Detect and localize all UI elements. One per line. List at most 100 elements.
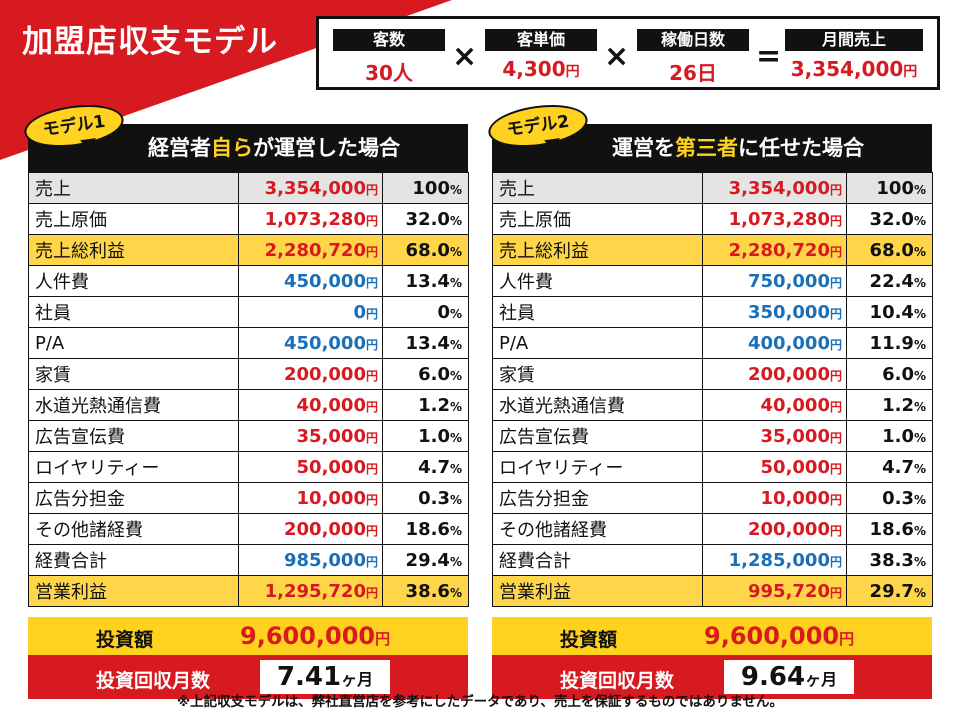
table-row: 社員 0円 0% (28, 296, 469, 328)
table-row: 売上総利益 2,280,720円 68.0% (492, 234, 933, 266)
row-percent: 32.0% (382, 203, 469, 235)
row-amount: 1,073,280円 (238, 203, 383, 235)
row-label: 水道光熱通信費 (28, 389, 239, 421)
payback-value: 7.41ヶ月 (260, 660, 390, 694)
row-amount: 750,000円 (702, 265, 847, 297)
formula-value: 3,354,000円 (790, 57, 918, 81)
row-percent: 29.4% (382, 544, 469, 576)
row-amount: 200,000円 (702, 358, 847, 390)
row-amount: 350,000円 (702, 296, 847, 328)
row-percent: 6.0% (846, 358, 933, 390)
investment-value: 9,600,000円 (704, 622, 855, 650)
payback-row: 投資回収月数 9.64ヶ月 (492, 655, 932, 699)
table-row: 経費合計 985,000円 29.4% (28, 544, 469, 576)
income-statement-table: 売上 3,354,000円 100% 売上原価 1,073,280円 32.0%… (28, 172, 469, 607)
table-row: 広告宣伝費 35,000円 1.0% (28, 420, 469, 452)
table-row: ロイヤリティー 50,000円 4.7% (492, 451, 933, 483)
formula-value: 26日 (669, 61, 717, 85)
page-title: 加盟店収支モデル (22, 24, 278, 60)
row-percent: 1.2% (846, 389, 933, 421)
row-label: 社員 (492, 296, 703, 328)
row-percent: 1.0% (382, 420, 469, 452)
row-label: 人件費 (492, 265, 703, 297)
income-statement-table: 売上 3,354,000円 100% 売上原価 1,073,280円 32.0%… (492, 172, 933, 607)
table-row: 売上総利益 2,280,720円 68.0% (28, 234, 469, 266)
investment-label: 投資額 (96, 629, 154, 651)
investment-row: 投資額 9,600,000円 (28, 617, 468, 655)
row-amount: 0円 (238, 296, 383, 328)
investment-row: 投資額 9,600,000円 (492, 617, 932, 655)
row-percent: 6.0% (382, 358, 469, 390)
formula-label: 稼働日数 (637, 29, 749, 51)
row-label: 経費合計 (492, 544, 703, 576)
investment-value: 9,600,000円 (240, 622, 391, 650)
model-panel-2: 運営を第三者に任せた場合 モデル2 売上 3,354,000円 100% 売上原… (485, 99, 933, 699)
row-label: 広告分担金 (492, 482, 703, 514)
row-amount: 985,000円 (238, 544, 383, 576)
row-percent: 100% (846, 172, 933, 204)
table-row: 売上原価 1,073,280円 32.0% (492, 203, 933, 235)
row-label: 人件費 (28, 265, 239, 297)
formula-label: 客数 (333, 29, 445, 51)
row-amount: 450,000円 (238, 265, 383, 297)
table-row: 社員 350,000円 10.4% (492, 296, 933, 328)
row-amount: 1,295,720円 (238, 575, 383, 607)
row-percent: 29.7% (846, 575, 933, 607)
row-amount: 10,000円 (238, 482, 383, 514)
formula-value: 4,300円 (502, 57, 580, 81)
formula-unit-price: 客単価 4,300円 (485, 29, 597, 81)
row-percent: 4.7% (382, 451, 469, 483)
model-panel-1: 経営者自らが運営した場合 モデル1 売上 3,354,000円 100% 売上原… (21, 99, 469, 699)
row-label: 広告宣伝費 (28, 420, 239, 452)
row-percent: 0% (382, 296, 469, 328)
row-percent: 68.0% (846, 234, 933, 266)
row-label: P/A (28, 327, 239, 359)
row-amount: 50,000円 (702, 451, 847, 483)
row-label: 売上総利益 (28, 234, 239, 266)
table-row: P/A 400,000円 11.9% (492, 327, 933, 359)
row-label: 営業利益 (492, 575, 703, 607)
table-row: 水道光熱通信費 40,000円 1.2% (28, 389, 469, 421)
row-label: その他諸経費 (28, 513, 239, 545)
row-amount: 1,285,000円 (702, 544, 847, 576)
table-row: 経費合計 1,285,000円 38.3% (492, 544, 933, 576)
row-percent: 4.7% (846, 451, 933, 483)
disclaimer-note: ※上記収支モデルは、弊社直営店を参考にしたデータであり、売上を保証するものではあ… (176, 694, 784, 710)
row-label: 売上 (492, 172, 703, 204)
table-row: 広告分担金 10,000円 0.3% (28, 482, 469, 514)
row-label: P/A (492, 327, 703, 359)
payback-value: 9.64ヶ月 (724, 660, 854, 694)
row-amount: 50,000円 (238, 451, 383, 483)
formula-customers: 客数 30人 (333, 29, 445, 86)
row-percent: 38.6% (382, 575, 469, 607)
row-percent: 22.4% (846, 265, 933, 297)
table-row: 水道光熱通信費 40,000円 1.2% (492, 389, 933, 421)
row-label: 家賃 (492, 358, 703, 390)
row-label: 売上 (28, 172, 239, 204)
row-label: 売上原価 (492, 203, 703, 235)
formula-label: 月間売上 (785, 29, 923, 51)
row-percent: 13.4% (382, 265, 469, 297)
row-percent: 0.3% (382, 482, 469, 514)
row-percent: 1.2% (382, 389, 469, 421)
row-percent: 0.3% (846, 482, 933, 514)
row-amount: 2,280,720円 (702, 234, 847, 266)
table-row: その他諸経費 200,000円 18.6% (492, 513, 933, 545)
row-amount: 400,000円 (702, 327, 847, 359)
row-percent: 32.0% (846, 203, 933, 235)
table-row: 家賃 200,000円 6.0% (492, 358, 933, 390)
table-row: 売上 3,354,000円 100% (28, 172, 469, 204)
row-percent: 1.0% (846, 420, 933, 452)
row-label: ロイヤリティー (492, 451, 703, 483)
equals-operator: = (756, 39, 782, 74)
table-row: 人件費 450,000円 13.4% (28, 265, 469, 297)
row-percent: 11.9% (846, 327, 933, 359)
row-label: 広告宣伝費 (492, 420, 703, 452)
row-label: 広告分担金 (28, 482, 239, 514)
table-row: 人件費 750,000円 22.4% (492, 265, 933, 297)
row-label: 売上原価 (28, 203, 239, 235)
row-amount: 40,000円 (702, 389, 847, 421)
row-amount: 35,000円 (238, 420, 383, 452)
row-label: 社員 (28, 296, 239, 328)
row-percent: 13.4% (382, 327, 469, 359)
